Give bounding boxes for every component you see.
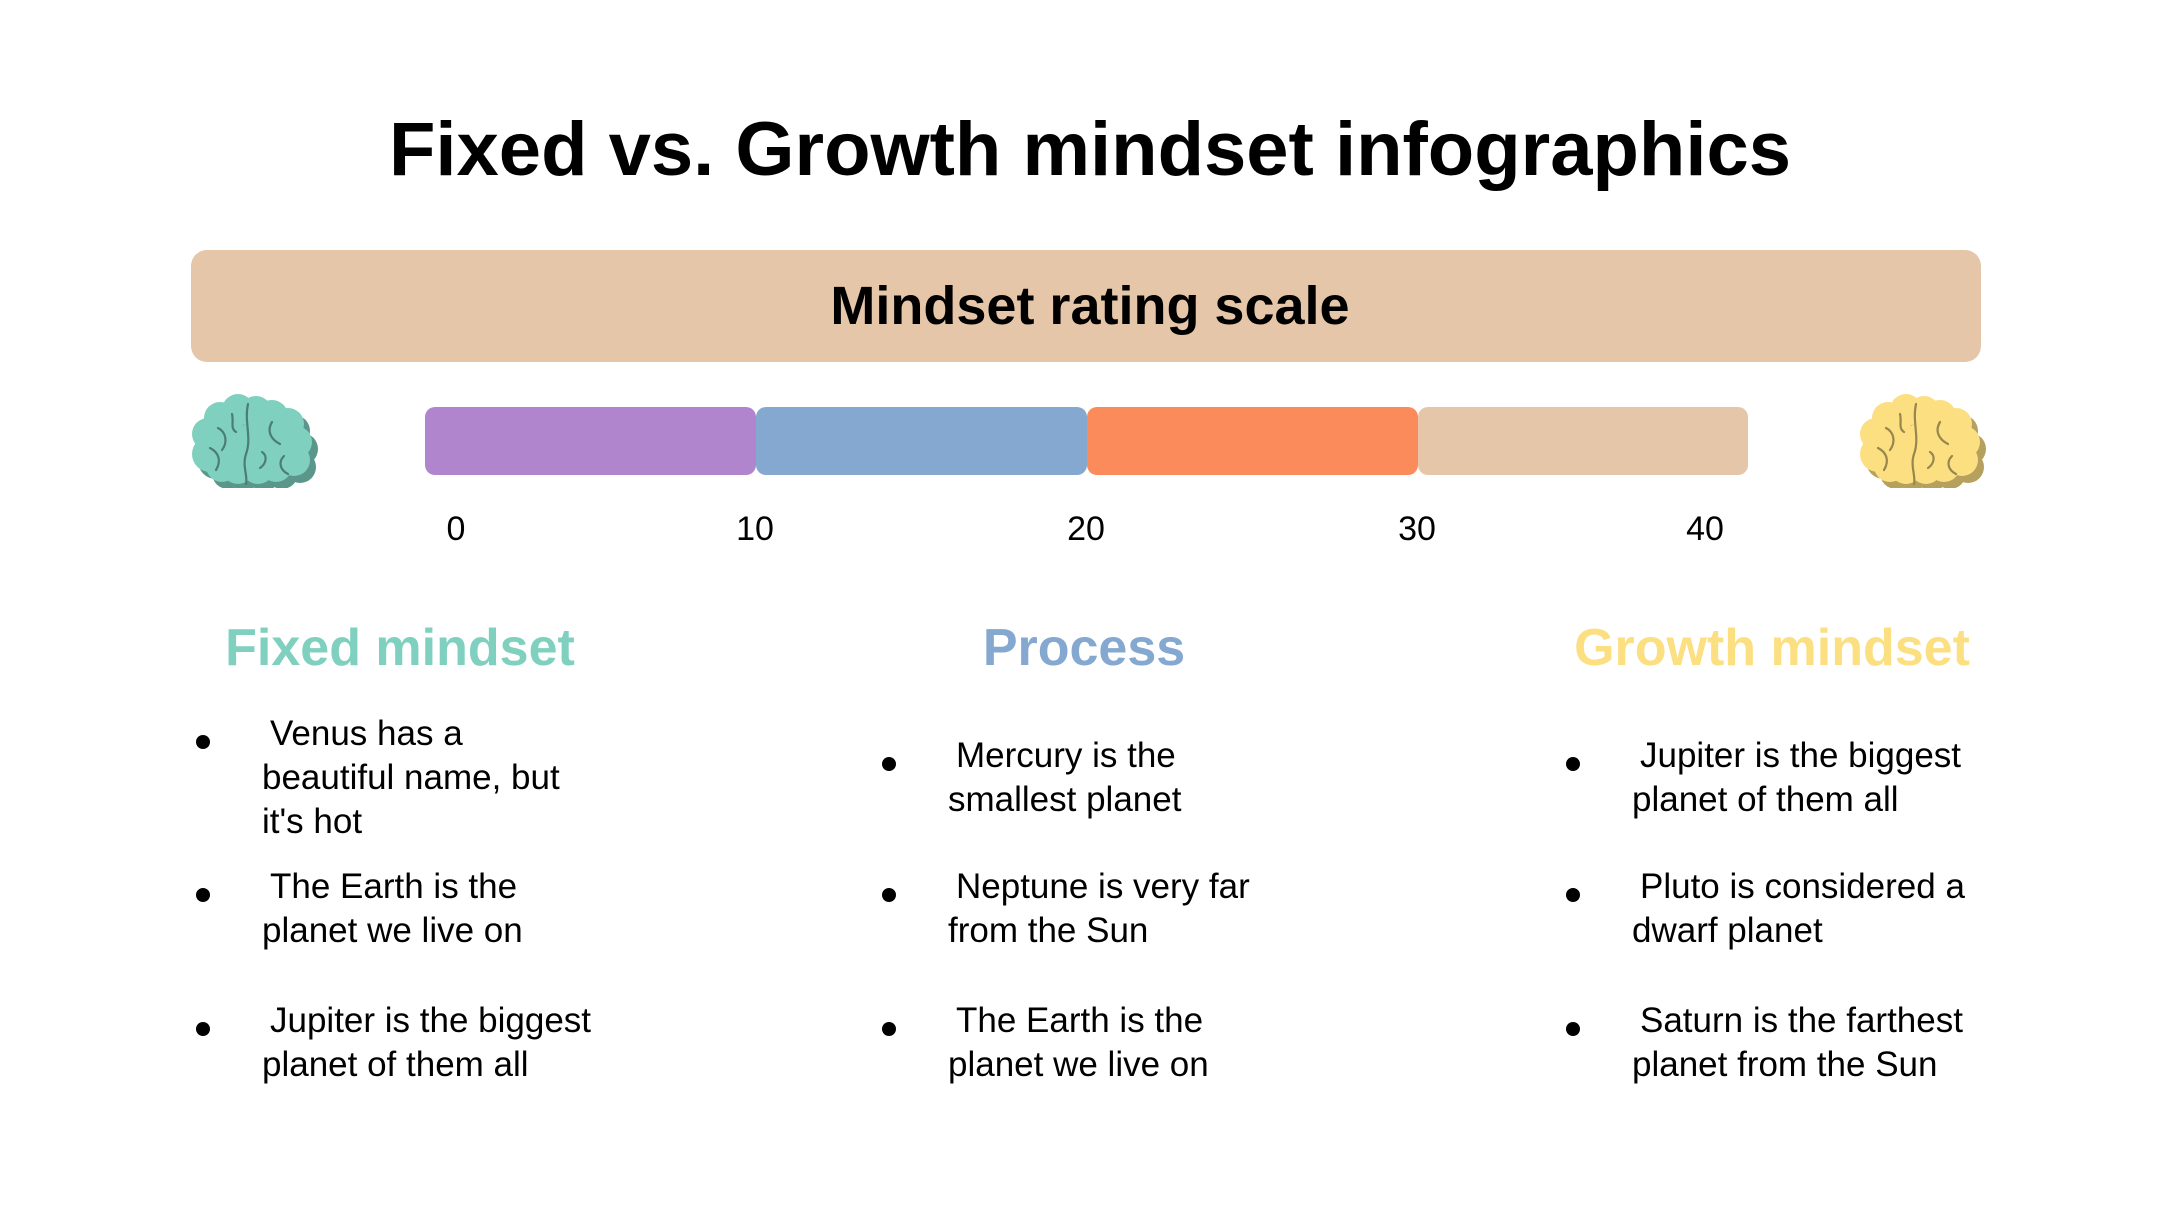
brain-fold-line: [208, 446, 220, 472]
brain-fold-line: [1926, 450, 1935, 470]
bullet-icon: [196, 735, 210, 749]
scale-tick-label: 20: [1067, 510, 1105, 548]
brain-fold-line: [216, 426, 227, 452]
bullet-icon: [196, 888, 210, 902]
brain-fold-line: [279, 454, 290, 476]
bullet-icon: [1566, 757, 1580, 771]
list-item-text: Jupiter is the biggest planet of them al…: [262, 1001, 592, 1084]
brain-lobe: [206, 450, 238, 482]
fixed-mindset-heading: Fixed mindset: [225, 619, 575, 677]
rating-scale-banner: Mindset rating scale: [191, 250, 1981, 362]
page-title: Fixed vs. Growth mindset infographics: [389, 107, 1791, 192]
bullet-icon: [882, 1022, 896, 1036]
fixed-mindset-list: Venus has a beautiful name, but it's hot…: [196, 712, 636, 1092]
scale-tick-label: 0: [446, 510, 466, 548]
brain-fold-line: [1911, 402, 1918, 486]
list-item-text: Neptune is very far from the Sun: [948, 867, 1250, 950]
process-heading: Process: [982, 619, 1186, 677]
brain-fold-line: [243, 402, 250, 486]
brain-icon: [1860, 394, 1986, 488]
brain-fold-line: [1947, 454, 1958, 476]
list-item-text: Mercury is the smallest planet: [948, 736, 1182, 819]
brain-lobe: [1874, 450, 1906, 482]
brain-fold-line: [258, 450, 267, 470]
rating-scale-label: Mindset rating scale: [830, 276, 1350, 336]
bullet-icon: [196, 1022, 210, 1036]
growth-mindset-heading: Growth mindset: [1574, 619, 1970, 677]
list-item-text: Jupiter is the biggest planet of them al…: [1632, 736, 1962, 819]
brain-fold-line: [230, 412, 238, 434]
brain-fold-line: [1876, 446, 1888, 472]
scale-segment-10-20: [756, 407, 1087, 475]
growth-mindset-list: Jupiter is the biggest planet of them al…: [1566, 734, 2006, 1094]
brain-icon: [192, 394, 318, 488]
brain-fold-line: [268, 420, 282, 446]
list-item-text: Saturn is the farthest planet from the S…: [1632, 1001, 1963, 1084]
list-item-text: Pluto is considered a dwarf planet: [1632, 867, 1965, 950]
list-item-text: The Earth is the planet we live on: [262, 867, 523, 950]
bullet-icon: [882, 888, 896, 902]
process-list: Mercury is the smallest planet Neptune i…: [882, 734, 1322, 1094]
scale-segment-0-10: [425, 407, 756, 475]
scale-tick-label: 40: [1686, 510, 1724, 548]
bullet-icon: [1566, 888, 1580, 902]
brain-fold-line: [1936, 420, 1950, 446]
scale-segment-30-40: [1418, 407, 1748, 475]
list-item-text: The Earth is the planet we live on: [948, 1001, 1209, 1084]
brain-fold-line: [1898, 412, 1906, 434]
scale-tick-label: 10: [736, 510, 774, 548]
bullet-icon: [1566, 1022, 1580, 1036]
scale-segment-20-30: [1087, 407, 1418, 475]
scale-tick-label: 30: [1398, 510, 1436, 548]
bullet-icon: [882, 757, 896, 771]
list-item-text: Venus has a beautiful name, but it's hot: [262, 714, 560, 841]
brain-fold-line: [1884, 426, 1895, 452]
